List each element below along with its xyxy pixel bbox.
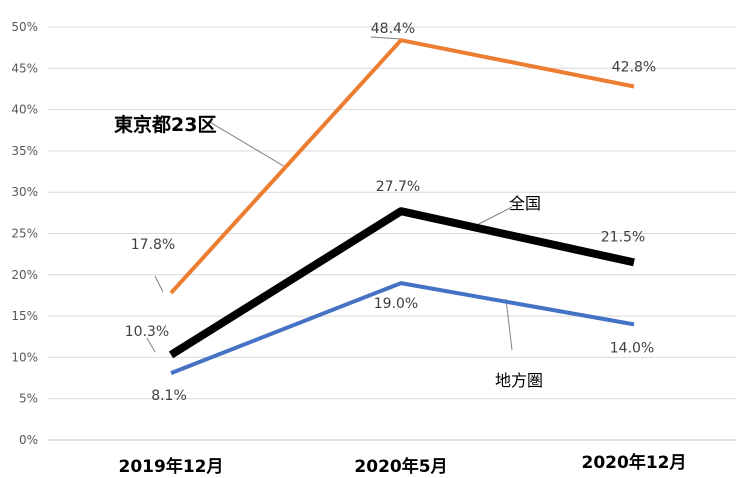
- leader-line: [505, 298, 513, 351]
- y-tick-label: 45%: [11, 61, 38, 75]
- series-label-national: 全国: [509, 194, 541, 213]
- data-label: 10.3%: [125, 324, 169, 340]
- data-label: 42.8%: [612, 59, 656, 75]
- x-axis: 2019年12月 2020年5月 2020年12月: [119, 452, 687, 477]
- x-tick-label: 2020年5月: [354, 456, 447, 477]
- y-tick-label: 10%: [11, 350, 38, 364]
- y-tick-label: 15%: [11, 309, 38, 323]
- leader-line: [207, 120, 288, 169]
- data-label: 14.0%: [610, 340, 654, 356]
- series-line: [169, 38, 635, 295]
- data-label: 21.5%: [601, 229, 645, 245]
- leader-line: [370, 36, 402, 40]
- data-label: 48.4%: [371, 21, 415, 37]
- y-tick-label: 5%: [19, 392, 38, 406]
- y-tick-label: 35%: [11, 144, 38, 158]
- x-tick-label: 2019年12月: [119, 456, 224, 477]
- series-labels: 東京都23区 全国 地方圏: [114, 113, 543, 390]
- y-axis: 0% 5% 10% 15% 20% 25% 30% 35% 40% 45% 50%: [11, 20, 38, 447]
- y-tick-label: 20%: [11, 268, 38, 282]
- data-label: 27.7%: [376, 179, 420, 195]
- y-tick-label: 0%: [19, 433, 38, 447]
- y-tick-label: 50%: [11, 20, 38, 34]
- leader-line: [146, 337, 156, 353]
- data-label: 8.1%: [151, 388, 187, 404]
- series-label-regional: 地方圏: [495, 371, 543, 390]
- data-label: 19.0%: [374, 296, 418, 312]
- y-tick-label: 40%: [11, 103, 38, 117]
- series-line: [170, 281, 635, 375]
- data-label: 17.8%: [131, 237, 175, 253]
- y-tick-label: 30%: [11, 185, 38, 199]
- series-lines: [168, 38, 635, 375]
- data-labels: 17.8% 48.4% 42.8% 10.3% 27.7% 21.5% 8.1% 19.0% 1…: [125, 21, 656, 404]
- leader-lines: [146, 36, 513, 353]
- x-tick-label: 2020年12月: [582, 452, 687, 473]
- series-label-tokyo: 東京都23区: [114, 113, 216, 136]
- leader-line: [154, 275, 164, 293]
- series-line: [168, 207, 635, 359]
- grid-lines: [48, 26, 736, 441]
- y-tick-label: 25%: [11, 227, 38, 241]
